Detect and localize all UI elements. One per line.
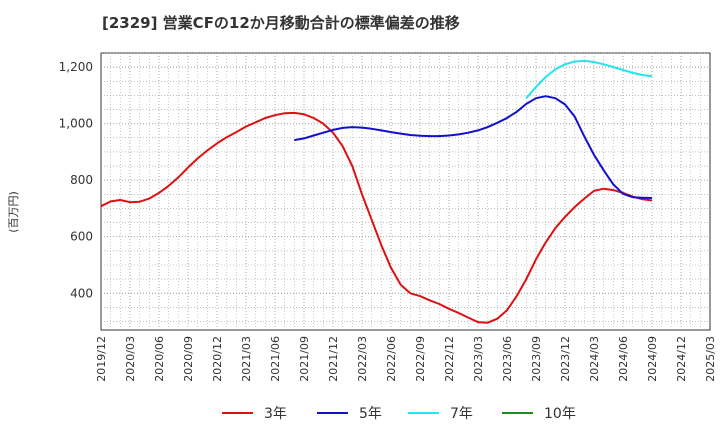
legend-label-3年: 3年 — [264, 406, 287, 422]
legend-label-5年: 5年 — [359, 406, 382, 422]
x-tick-label: 2020/09 — [182, 336, 195, 382]
x-tick-label: 2024/06 — [617, 336, 630, 382]
x-tick-label: 2022/09 — [414, 336, 427, 382]
plot-area — [100, 52, 711, 331]
x-tick-label: 2021/09 — [298, 336, 311, 382]
x-tick-label: 2021/12 — [327, 336, 340, 382]
x-tick-label: 2023/12 — [559, 336, 572, 382]
x-tick-label: 2024/03 — [588, 336, 601, 382]
x-tick-label: 2020/03 — [124, 336, 137, 382]
y-axis-label: (百万円) — [7, 191, 20, 233]
legend: 3年 5年 7年 10年 — [222, 406, 576, 422]
x-tick-label: 2022/06 — [385, 336, 398, 382]
y-tick-label: 800 — [70, 173, 93, 187]
x-tick-label: 2020/12 — [211, 336, 224, 382]
y-tick-label: 1,000 — [59, 117, 93, 131]
y-tick-label: 1,200 — [59, 60, 93, 74]
legend-label-10年: 10年 — [544, 406, 576, 422]
x-tick-label: 2022/03 — [356, 336, 369, 382]
series-line-3年 — [100, 111, 653, 324]
x-axis-ticks: 2019/12 2020/03 2020/06 2020/09 2020/12 2021/… — [95, 336, 717, 382]
x-tick-label: 2024/09 — [646, 336, 659, 382]
legend-label-7年: 7年 — [450, 406, 473, 422]
x-tick-label: 2021/03 — [240, 336, 253, 382]
chart-title: [2329] 営業CFの12か月移動合計の標準偏差の推移 — [102, 14, 460, 32]
x-tick-label: 2024/12 — [675, 336, 688, 382]
x-tick-label: 2025/03 — [704, 336, 717, 382]
x-tick-label: 2023/06 — [501, 336, 514, 382]
x-tick-label: 2019/12 — [95, 336, 108, 382]
series-line-7年 — [525, 59, 653, 99]
y-tick-label: 400 — [70, 286, 93, 300]
series-line-5年 — [294, 95, 653, 199]
y-tick-label: 600 — [70, 230, 93, 244]
y-axis-ticks: 400 600 800 1,000 1,200 — [59, 60, 93, 300]
x-tick-label: 2023/09 — [530, 336, 543, 382]
x-tick-label: 2021/06 — [269, 336, 282, 382]
series-lines — [100, 59, 653, 324]
x-tick-label: 2023/03 — [472, 336, 485, 382]
x-tick-label: 2022/12 — [443, 336, 456, 382]
x-tick-label: 2020/06 — [153, 336, 166, 382]
